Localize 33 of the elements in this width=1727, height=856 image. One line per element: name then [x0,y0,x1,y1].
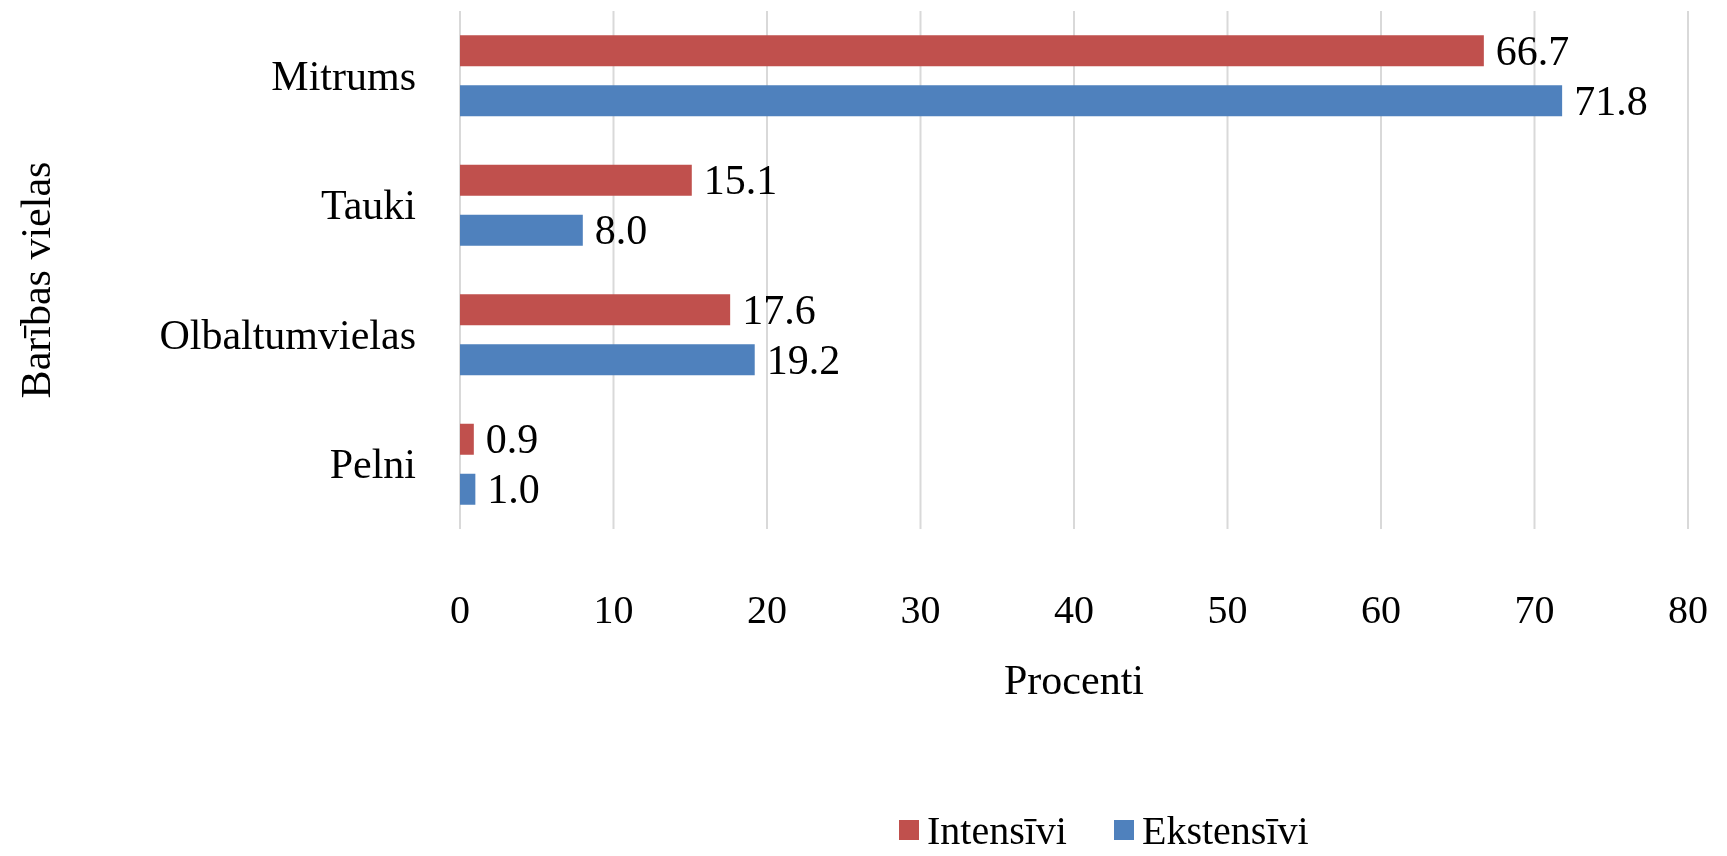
y-tick-label: Mitrums [271,52,416,99]
bar [460,473,476,505]
x-tick-label: 60 [1361,586,1401,632]
bar [460,344,755,376]
data-label: 71.8 [1574,77,1648,124]
data-label: 8.0 [594,207,648,254]
x-tick-label: 70 [1514,586,1555,632]
legend-label: Intensīvi [927,807,1067,853]
y-tick-label: Tauki [320,182,416,229]
x-tick-label: 0 [450,586,470,632]
data-label: 15.1 [703,157,778,204]
bar [460,214,583,246]
data-label: 17.6 [742,286,816,333]
x-tick-label: 50 [1207,586,1248,632]
x-axis-title: Procenti [1004,657,1144,703]
y-tick-label: Pelni [329,441,416,488]
y-tick-label: Olbaltumvielas [159,311,416,358]
y-axis-title: Barības vielas [13,161,59,399]
x-tick-label: 80 [1668,586,1708,632]
x-tick-label: 20 [747,586,787,632]
bar [460,423,474,455]
x-tick-label: 40 [1054,586,1094,632]
x-tick-label: 30 [900,586,941,632]
data-label: 1.0 [487,466,540,513]
data-label: 19.2 [766,336,841,383]
legend-label: Ekstensīvi [1142,807,1309,853]
data-label: 66.7 [1495,27,1570,74]
bar [460,164,692,196]
bar [460,35,1484,67]
bar [460,294,731,326]
x-tick-label: 10 [593,586,634,632]
data-label: 0.9 [485,416,539,463]
bar [460,85,1563,117]
